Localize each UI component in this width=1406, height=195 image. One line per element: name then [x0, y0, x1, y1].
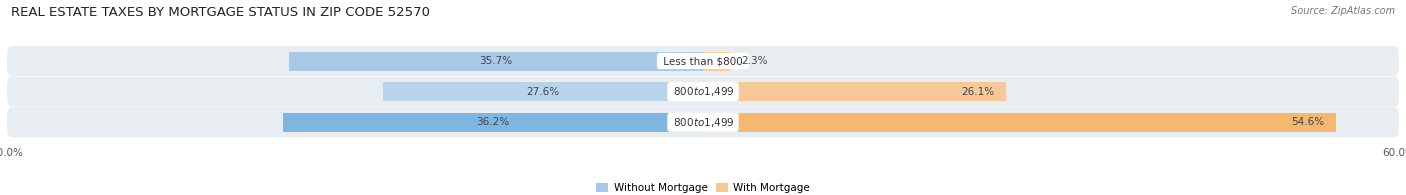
Bar — [703, 113, 1336, 132]
Bar — [283, 113, 703, 132]
Text: Less than $800: Less than $800 — [659, 56, 747, 66]
FancyBboxPatch shape — [7, 46, 1399, 76]
Legend: Without Mortgage, With Mortgage: Without Mortgage, With Mortgage — [592, 179, 814, 195]
Text: 2.3%: 2.3% — [741, 56, 768, 66]
Text: REAL ESTATE TAXES BY MORTGAGE STATUS IN ZIP CODE 52570: REAL ESTATE TAXES BY MORTGAGE STATUS IN … — [11, 6, 430, 19]
FancyBboxPatch shape — [7, 107, 1399, 137]
Bar — [703, 51, 730, 71]
Text: $800 to $1,499: $800 to $1,499 — [671, 85, 735, 98]
Bar — [382, 82, 703, 101]
Text: Source: ZipAtlas.com: Source: ZipAtlas.com — [1291, 6, 1395, 16]
Text: 54.6%: 54.6% — [1292, 117, 1324, 127]
Text: 36.2%: 36.2% — [477, 117, 509, 127]
Text: $800 to $1,499: $800 to $1,499 — [671, 116, 735, 129]
Text: 35.7%: 35.7% — [479, 56, 513, 66]
Bar — [288, 51, 703, 71]
Text: 26.1%: 26.1% — [962, 87, 994, 97]
FancyBboxPatch shape — [7, 77, 1399, 107]
Text: 27.6%: 27.6% — [526, 87, 560, 97]
Bar — [703, 82, 1005, 101]
